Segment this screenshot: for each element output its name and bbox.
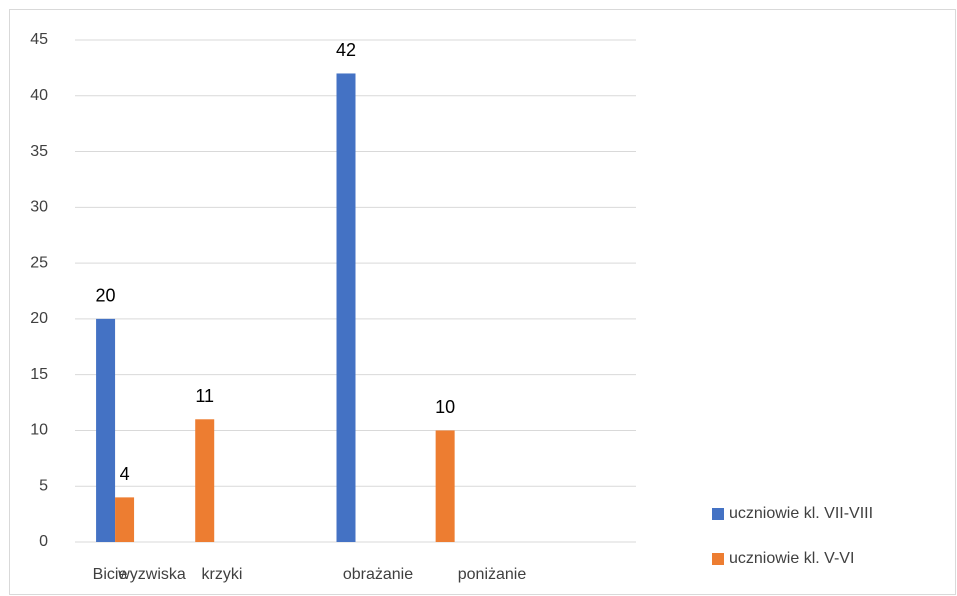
y-tick-label: 30 — [30, 199, 48, 216]
bar — [435, 430, 455, 542]
y-tick-label: 40 — [30, 87, 48, 104]
y-tick-label: 0 — [39, 533, 48, 550]
bar — [96, 318, 116, 542]
data-label: 11 — [195, 386, 214, 406]
x-tick-label: Bicie — [93, 566, 128, 583]
y-tick-label: 35 — [30, 143, 48, 160]
y-tick-label: 20 — [30, 310, 48, 327]
x-tick-label: wyzwiska — [117, 566, 186, 583]
y-tick-label: 45 — [30, 31, 48, 48]
x-tick-label: obrażanie — [343, 566, 413, 583]
bar — [336, 73, 356, 542]
data-label: 42 — [336, 40, 356, 60]
x-tick-label: krzyki — [202, 566, 243, 583]
y-tick-label: 15 — [30, 366, 48, 383]
legend-label: uczniowie kl. V-VI — [729, 550, 854, 567]
data-label: 10 — [435, 397, 455, 417]
data-label: 4 — [120, 464, 130, 484]
x-tick-label: poniżanie — [458, 566, 527, 583]
y-tick-label: 5 — [39, 477, 48, 494]
y-tick-label: 25 — [30, 254, 48, 271]
bar — [195, 419, 215, 542]
y-tick-label: 10 — [30, 422, 48, 439]
bar — [115, 497, 135, 542]
data-label: 20 — [96, 286, 116, 306]
legend-label: uczniowie kl. VII-VIII — [729, 505, 873, 522]
legend-swatch — [712, 553, 724, 565]
legend-swatch — [712, 508, 724, 520]
chart-border — [9, 9, 956, 595]
